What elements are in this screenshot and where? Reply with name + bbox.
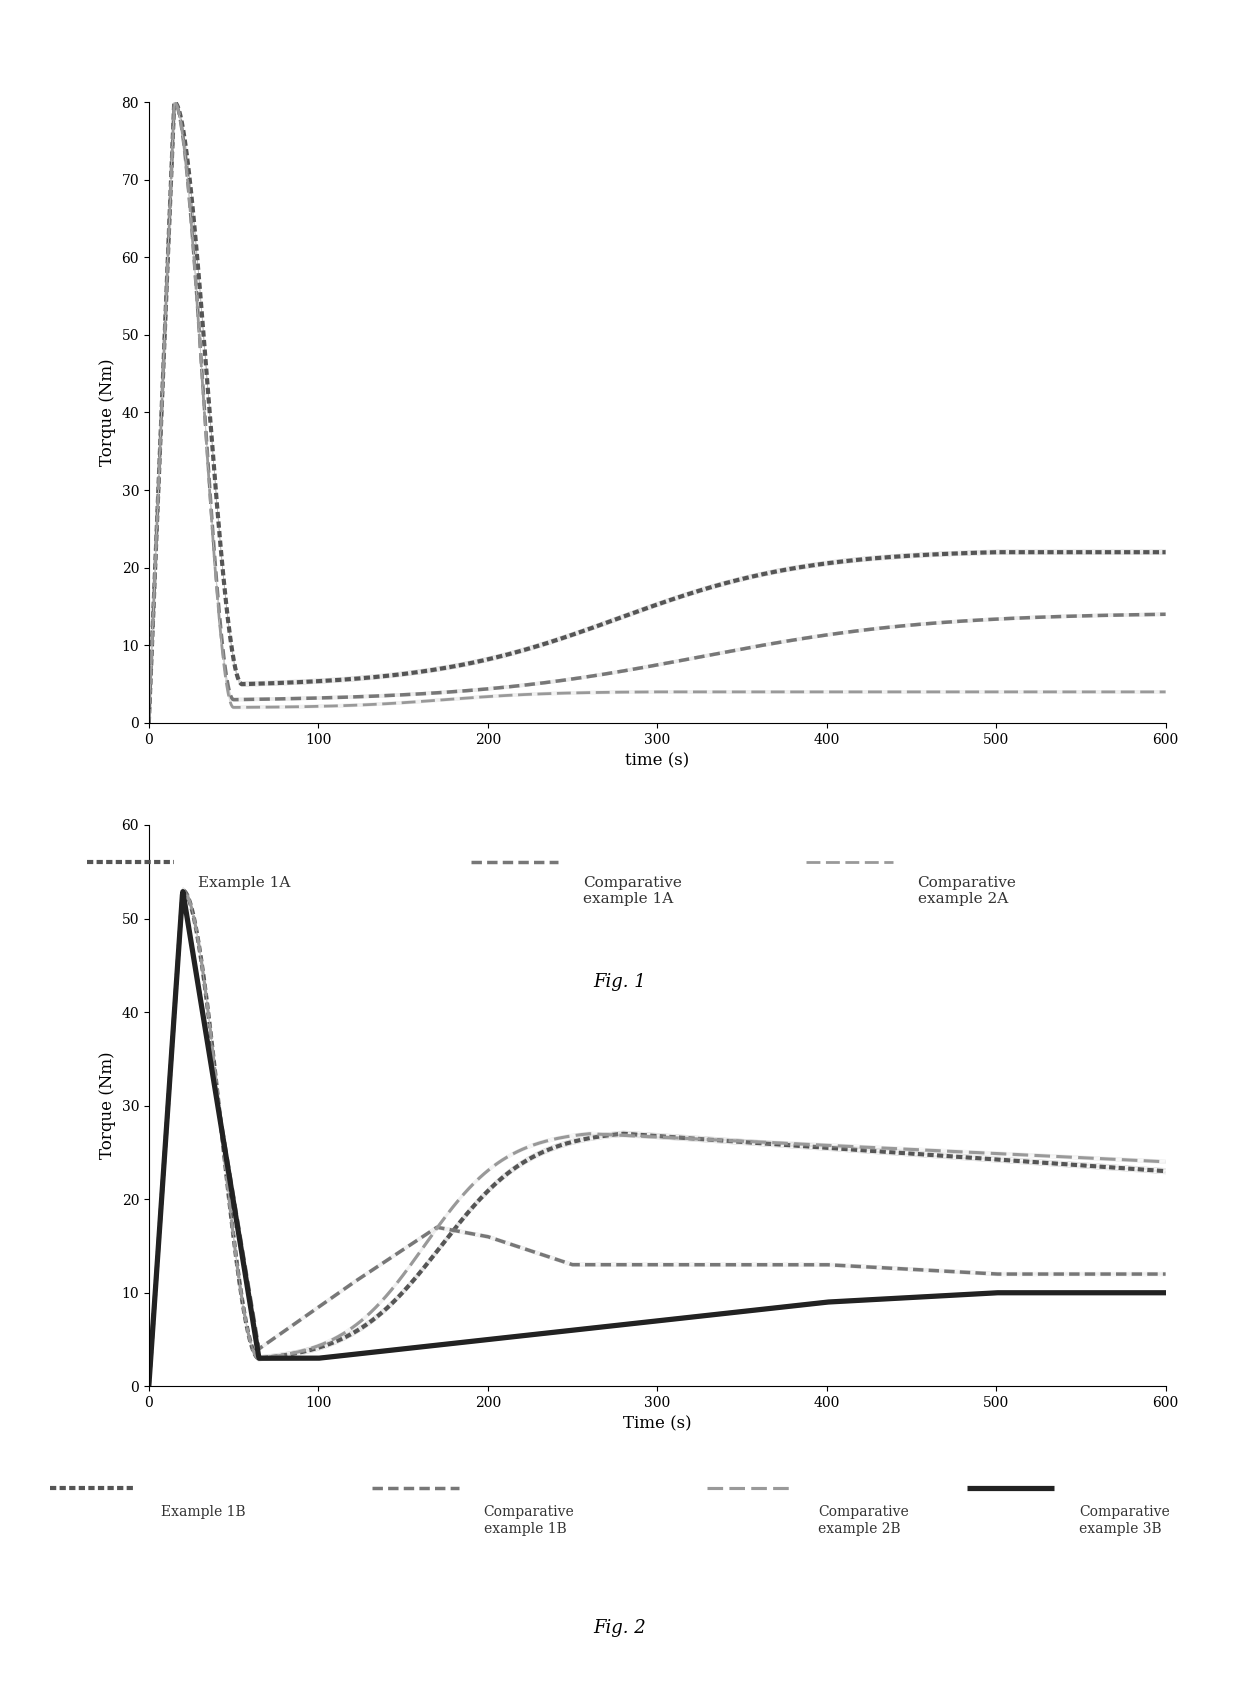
Text: Example 1B: Example 1B (161, 1505, 246, 1519)
Y-axis label: Torque (Nm): Torque (Nm) (99, 1051, 115, 1160)
Text: Comparative
example 3B: Comparative example 3B (1079, 1505, 1169, 1536)
X-axis label: time (s): time (s) (625, 752, 689, 769)
Text: Example 1A: Example 1A (198, 876, 290, 890)
Text: Fig. 1: Fig. 1 (594, 973, 646, 990)
Text: Fig. 2: Fig. 2 (594, 1619, 646, 1636)
Y-axis label: Torque (Nm): Torque (Nm) (99, 359, 115, 466)
Text: Comparative
example 1A: Comparative example 1A (583, 876, 682, 907)
Text: Comparative
example 1B: Comparative example 1B (484, 1505, 574, 1536)
Text: Comparative
example 2B: Comparative example 2B (818, 1505, 909, 1536)
X-axis label: Time (s): Time (s) (622, 1415, 692, 1432)
Text: Comparative
example 2A: Comparative example 2A (918, 876, 1017, 907)
